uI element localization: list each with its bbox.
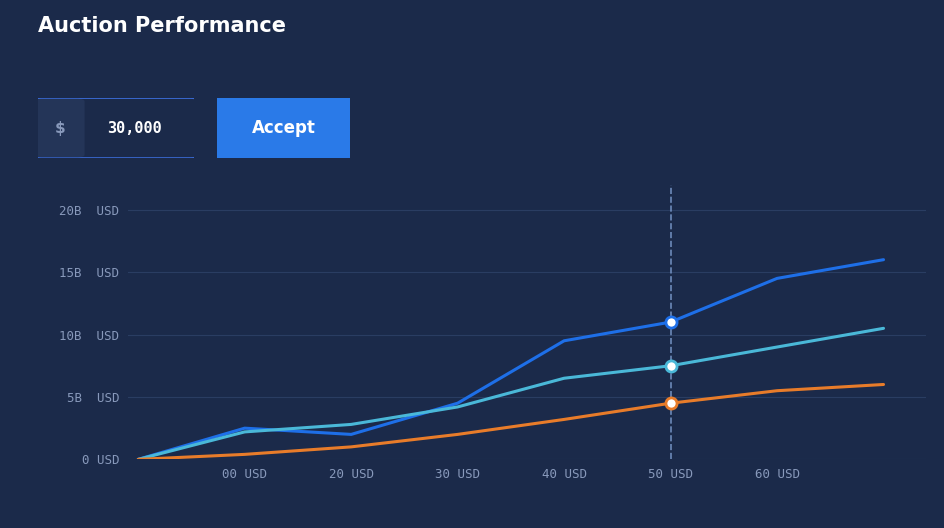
Text: 30,000: 30,000 [107, 120, 161, 136]
Text: Auction Performance: Auction Performance [38, 16, 285, 36]
FancyBboxPatch shape [35, 99, 85, 157]
FancyBboxPatch shape [31, 98, 200, 158]
Text: $: $ [54, 120, 65, 136]
Text: Accept: Accept [251, 119, 315, 137]
FancyBboxPatch shape [198, 92, 368, 165]
